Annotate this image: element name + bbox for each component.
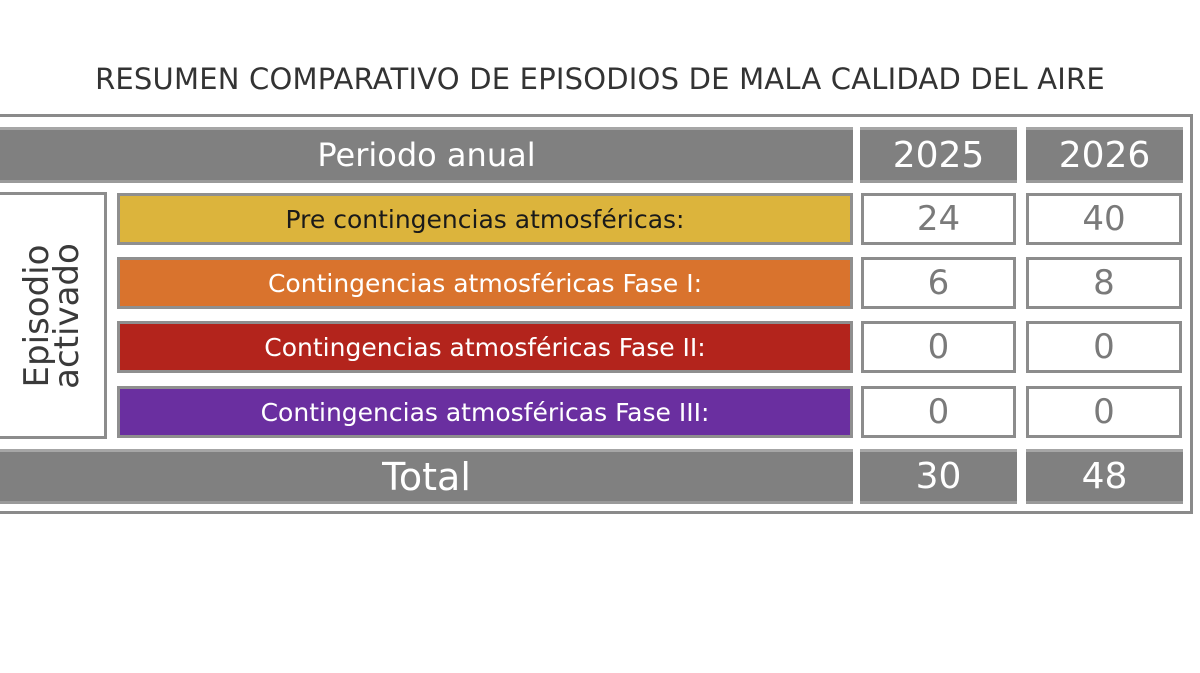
- value-phase3-2026: 0: [1026, 386, 1182, 438]
- category-phase-2: Contingencias atmosféricas Fase II:: [117, 321, 853, 373]
- year-header-2026: 2026: [1026, 127, 1183, 183]
- value-phase1-2026: 8: [1026, 257, 1182, 309]
- total-2025: 30: [860, 449, 1017, 504]
- episode-side-label: Episodio activado: [0, 192, 107, 439]
- value-pre-2026: 40: [1026, 193, 1182, 245]
- category-phase-1: Contingencias atmosféricas Fase I:: [117, 257, 853, 309]
- category-pre-contingency: Pre contingencias atmosféricas:: [117, 193, 853, 245]
- value-phase3-2025: 0: [861, 386, 1016, 438]
- value-phase1-2025: 6: [861, 257, 1016, 309]
- side-label-text: Episodio activado: [17, 242, 87, 389]
- side-label-line2: activado: [46, 242, 87, 389]
- year-header-2025: 2025: [860, 127, 1017, 183]
- period-header: Periodo anual: [0, 127, 853, 183]
- value-pre-2025: 24: [861, 193, 1016, 245]
- total-label: Total: [0, 449, 853, 504]
- total-2026: 48: [1026, 449, 1183, 504]
- value-phase2-2026: 0: [1026, 321, 1182, 373]
- value-phase2-2025: 0: [861, 321, 1016, 373]
- page-title: RESUMEN COMPARATIVO DE EPISODIOS DE MALA…: [95, 62, 1105, 96]
- category-phase-3: Contingencias atmosféricas Fase III:: [117, 386, 853, 438]
